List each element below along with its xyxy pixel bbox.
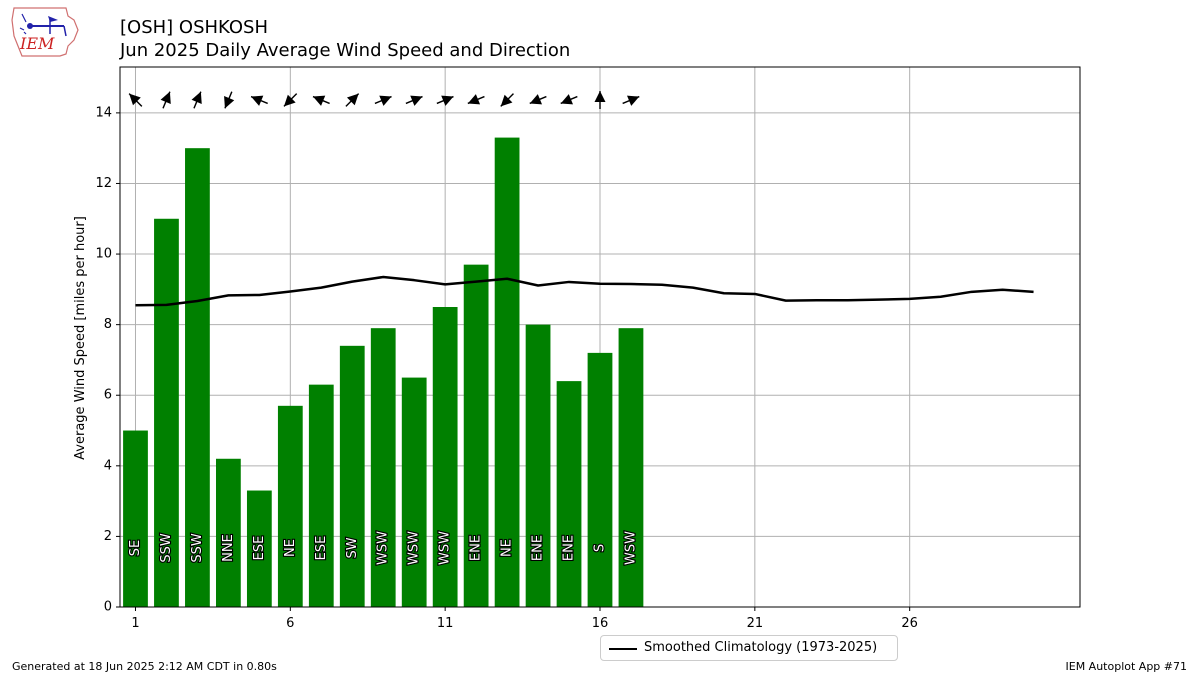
bar-day-6 <box>277 405 303 607</box>
x-tick-label: 1 <box>131 616 139 631</box>
wind-arrows <box>128 91 640 109</box>
direction-label-day-12: ENE <box>469 535 484 561</box>
bar-day-5 <box>246 490 272 607</box>
direction-label-day-16: S <box>593 544 608 552</box>
arrow-head <box>410 95 423 106</box>
direction-label-day-7: ESE <box>314 536 329 561</box>
direction-label-day-8: SW <box>345 537 360 558</box>
bar-day-10 <box>401 377 427 607</box>
direction-label-day-15: ENE <box>562 535 577 561</box>
wind-arrow-day-17 <box>622 95 640 106</box>
wind-arrow-day-4 <box>224 91 235 109</box>
arrow-head <box>500 94 513 107</box>
wind-arrow-day-13 <box>500 93 514 107</box>
bar-day-8 <box>339 345 365 607</box>
wind-arrow-day-11 <box>436 95 454 106</box>
wind-arrow-day-9 <box>374 95 392 106</box>
y-tick-label: 2 <box>104 529 112 544</box>
wind-arrow-day-8 <box>345 93 360 107</box>
arrow-head <box>529 94 543 105</box>
y-tick-label: 8 <box>104 317 112 332</box>
climatology-line <box>135 275 1034 307</box>
wind-arrow-day-3 <box>191 91 202 109</box>
arrow-head <box>594 91 606 102</box>
x-tick-label: 16 <box>592 616 609 631</box>
bar-day-7 <box>308 384 334 607</box>
arrow-head <box>129 93 141 106</box>
bar-day-13 <box>494 137 520 607</box>
x-tick-label: 6 <box>286 616 294 631</box>
y-tick-label: 10 <box>95 247 112 262</box>
direction-label-day-2: SSW <box>159 533 174 563</box>
bar-day-15 <box>556 381 582 607</box>
x-tick-label: 11 <box>437 616 454 631</box>
wind-arrow-day-5 <box>250 95 268 106</box>
direction-labels: SE SSW SSW NNE ESE NE ESE SW WSW WSW WSW ENE NE ENE EN… <box>127 530 640 566</box>
app-label: IEM Autoplot App #71 <box>1065 660 1188 673</box>
bar-day-2 <box>154 218 179 607</box>
wind-arrow-day-12 <box>467 94 485 105</box>
bar-day-14 <box>525 324 551 607</box>
chart-title: [OSH] OSHKOSH <box>120 17 268 38</box>
arrow-head <box>441 95 454 106</box>
wind-arrow-day-1 <box>128 93 143 107</box>
bar-day-3 <box>185 148 210 608</box>
bar-day-1 <box>123 430 148 607</box>
direction-label-day-11: WSW <box>438 531 453 565</box>
direction-label-day-9: WSW <box>376 531 391 565</box>
y-tick-label: 6 <box>104 388 112 403</box>
direction-label-day-3: SSW <box>190 533 205 563</box>
arrow-head <box>283 94 296 107</box>
direction-label-day-1: SE <box>128 540 143 556</box>
legend: Smoothed Climatology (1973-2025) <box>600 635 898 661</box>
y-tick-label: 0 <box>104 600 112 615</box>
arrow-head <box>379 95 392 106</box>
direction-label-day-5: ESE <box>252 536 267 561</box>
generated-timestamp: Generated at 18 Jun 2025 2:12 AM CDT in … <box>12 660 277 673</box>
wind-arrow-day-14 <box>529 94 547 105</box>
arrow-head <box>251 95 264 106</box>
climatology-line-group <box>135 275 1034 307</box>
legend-label: Smoothed Climatology (1973-2025) <box>644 640 878 655</box>
bar-day-12 <box>463 264 489 607</box>
direction-label-day-14: ENE <box>531 535 546 561</box>
arrow-head <box>627 95 640 106</box>
iem-logo <box>11 7 79 57</box>
bar-day-9 <box>370 328 396 607</box>
y-tick-label: 4 <box>104 458 112 473</box>
chart-subtitle: Jun 2025 Daily Average Wind Speed and Di… <box>120 40 571 61</box>
arrow-head <box>224 96 235 109</box>
bars <box>123 137 644 608</box>
arrow-head <box>467 94 481 105</box>
direction-label-day-17: WSW <box>623 531 638 565</box>
direction-label-day-13: NE <box>500 539 515 557</box>
bar-day-11 <box>432 307 458 607</box>
wind-arrow-day-7 <box>312 95 330 106</box>
wind-arrow-day-10 <box>405 95 423 106</box>
arrow-head <box>312 95 326 106</box>
arrow-head <box>560 94 573 105</box>
wind-arrow-day-2 <box>160 91 171 109</box>
y-tick-label: 12 <box>95 176 112 191</box>
direction-label-day-6: NE <box>283 539 298 557</box>
bar-day-17 <box>618 328 644 607</box>
direction-label-day-4: NNE <box>221 534 236 562</box>
x-tick-label: 21 <box>747 616 764 631</box>
logo-text: IEM <box>20 34 55 53</box>
direction-label-day-10: WSW <box>407 531 422 565</box>
bar-day-16 <box>587 352 613 607</box>
wind-arrow-day-15 <box>560 94 578 105</box>
wind-arrow-day-16 <box>594 91 606 109</box>
y-tick-label: 14 <box>95 105 112 120</box>
arrow-head <box>346 93 359 106</box>
y-axis-label: Average Wind Speed [miles per hour] <box>73 216 88 460</box>
arrow-head <box>160 91 171 104</box>
bar-day-4 <box>216 458 241 607</box>
arrow-head <box>191 91 202 104</box>
wind-arrow-day-6 <box>283 93 298 107</box>
legend-line-swatch <box>609 648 637 650</box>
x-tick-label: 26 <box>901 616 918 631</box>
